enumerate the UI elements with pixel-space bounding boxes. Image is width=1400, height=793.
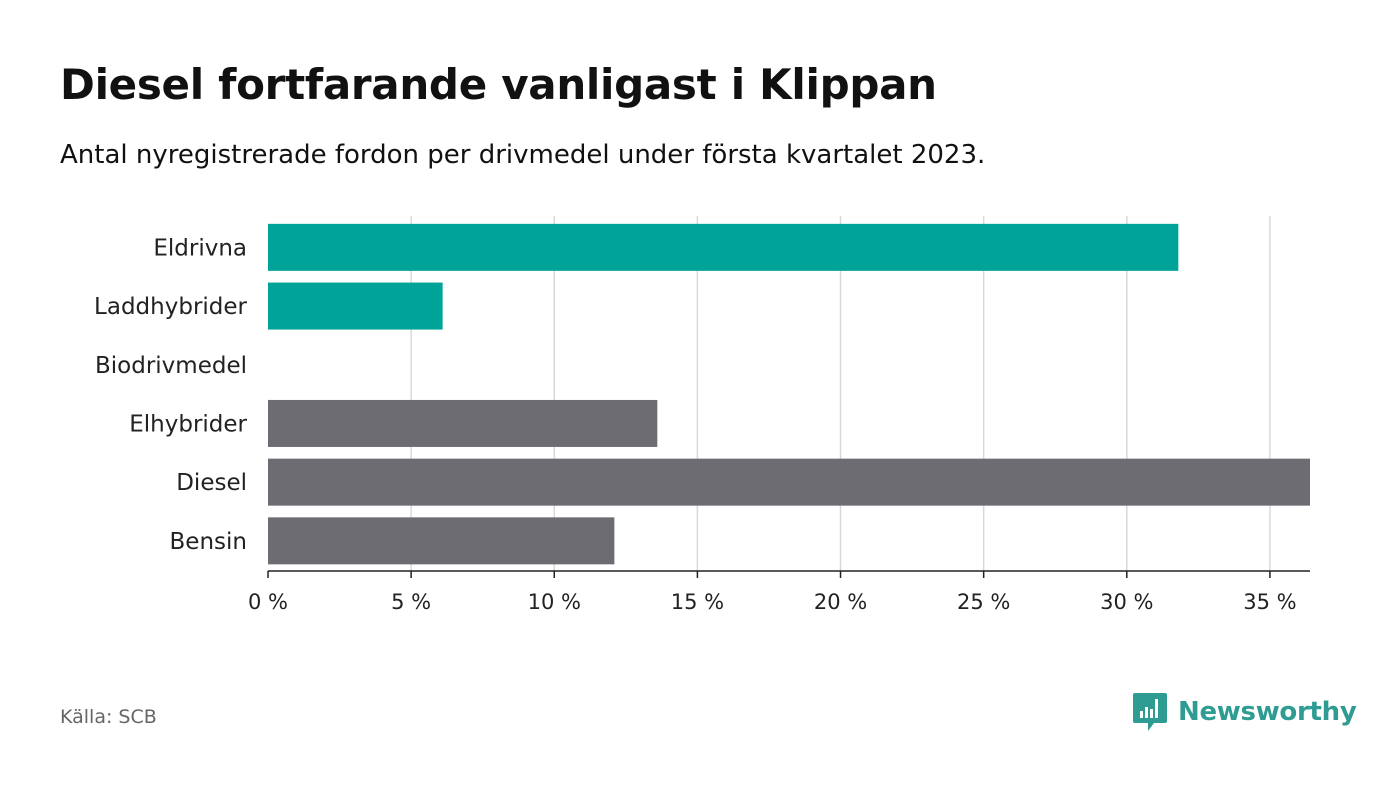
x-tick-label: 5 % <box>391 590 431 614</box>
chart-title: Diesel fortfarande vanligast i Klippan <box>60 60 937 109</box>
x-tick-label: 25 % <box>957 590 1010 614</box>
x-tick-label: 30 % <box>1100 590 1153 614</box>
category-label: Elhybrider <box>129 411 247 437</box>
bar <box>268 282 443 330</box>
newsworthy-bar-chart-icon <box>1133 693 1167 731</box>
x-tick-label: 0 % <box>248 590 288 614</box>
brand-name: Newsworthy <box>1178 697 1357 727</box>
category-label: Bensin <box>170 529 247 555</box>
x-tick-label: 35 % <box>1243 590 1296 614</box>
source-note: Källa: SCB <box>60 706 157 728</box>
category-label: Eldrivna <box>153 235 247 261</box>
category-label: Biodrivmedel <box>95 353 247 379</box>
bar <box>268 458 1310 506</box>
x-tick-label: 15 % <box>671 590 724 614</box>
chart-subtitle: Antal nyregistrerade fordon per drivmede… <box>60 140 986 170</box>
bar <box>268 399 658 447</box>
category-label: Diesel <box>176 470 247 496</box>
x-tick-label: 20 % <box>814 590 867 614</box>
category-label: Laddhybrider <box>94 294 247 320</box>
x-tick-label: 10 % <box>528 590 581 614</box>
brand-logo: Newsworthy <box>1132 691 1357 733</box>
bar <box>268 517 615 565</box>
bar <box>268 223 1179 271</box>
